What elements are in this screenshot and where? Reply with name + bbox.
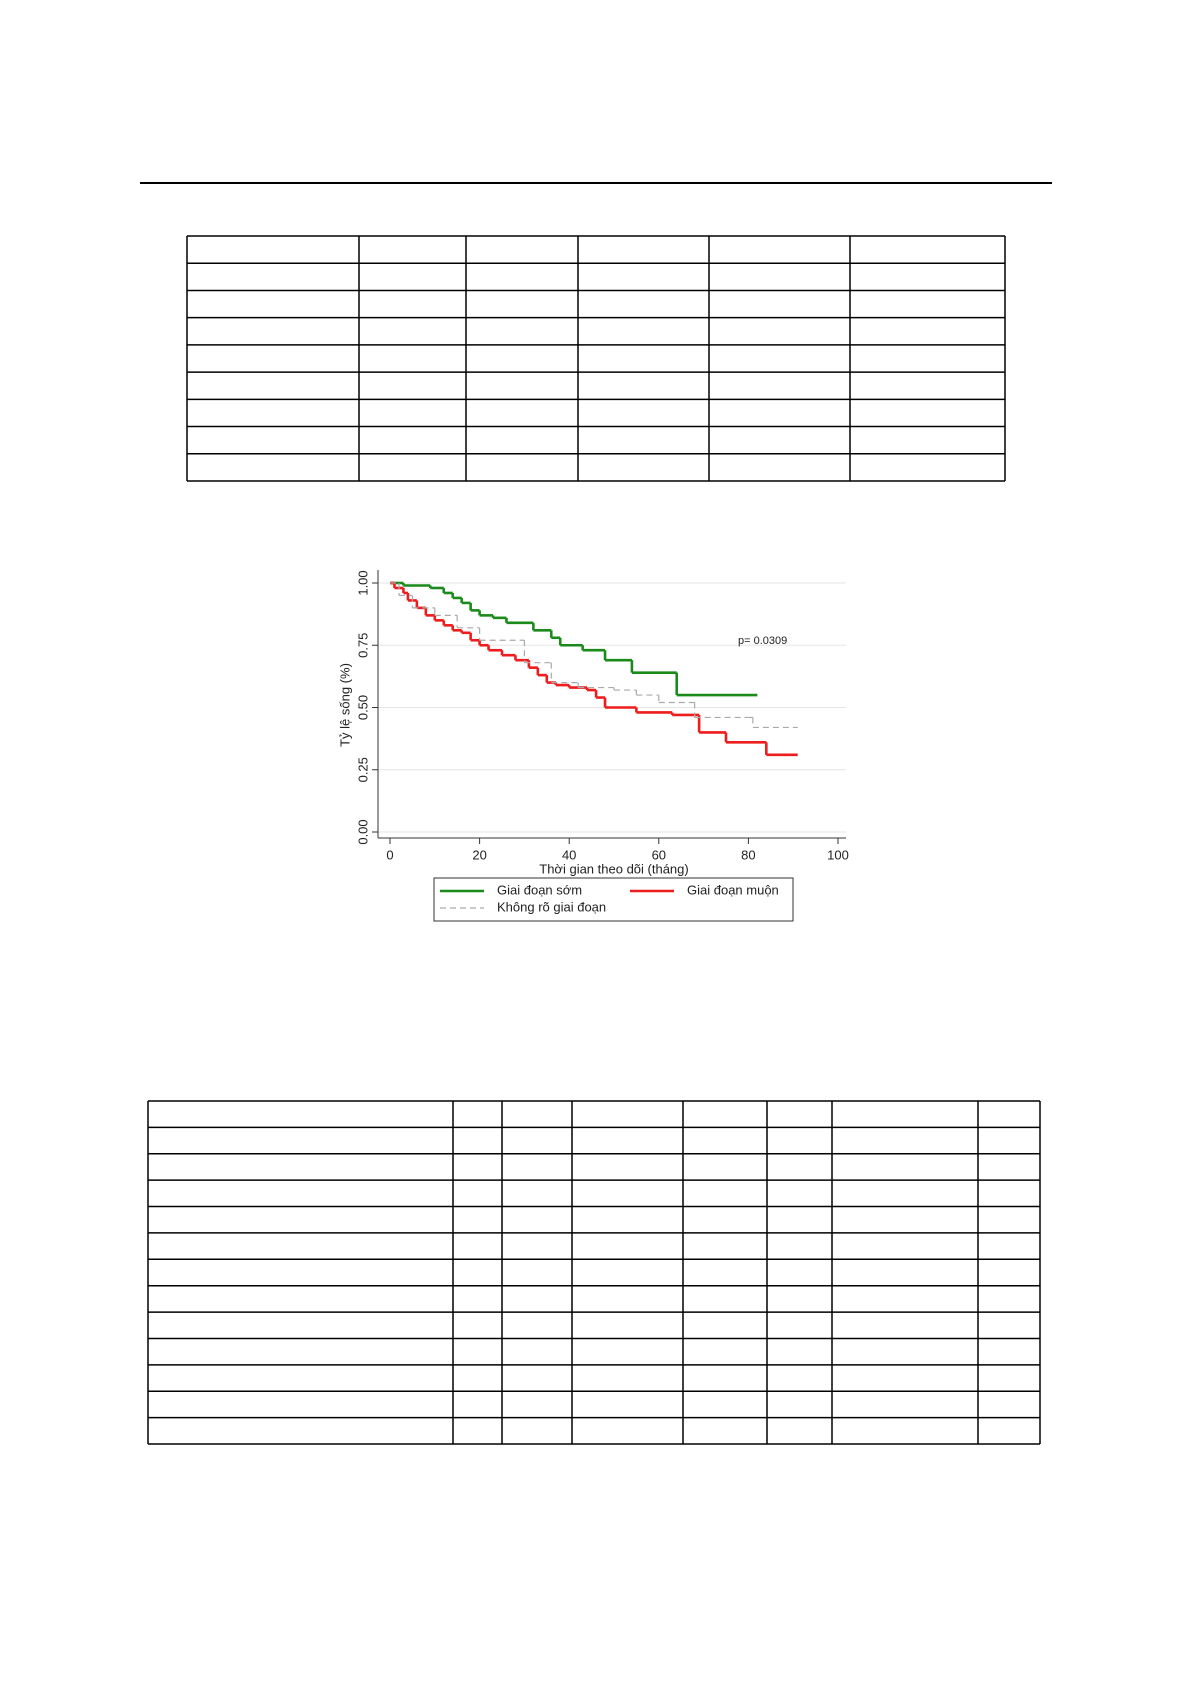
- y-tick-label: 0.25: [355, 757, 370, 782]
- chart: 0.00 0.25 0.50 0.75 1.00 0 20 40 60 80 100 Thời gia…: [337, 570, 849, 922]
- legend-label: Giai đoạn sớm: [497, 882, 582, 897]
- y-tick-label: 0.00: [355, 819, 370, 844]
- annotation: p= 0.0309: [738, 635, 787, 647]
- table: [147, 1100, 1041, 1445]
- y-tick-label: 1.00: [355, 570, 370, 595]
- x-tick-label: 100: [827, 847, 849, 862]
- x-tick-label: 60: [652, 847, 666, 862]
- plot-area: [378, 570, 846, 838]
- y-axis-label: Tỷ lệ sống (%): [337, 663, 352, 747]
- x-tick-label: 80: [741, 847, 755, 862]
- x-axis-label: Thời gian theo dõi (tháng): [539, 861, 688, 876]
- x-tick-label: 0: [386, 847, 393, 862]
- x-tick-label: 40: [562, 847, 576, 862]
- legend-label: Giai đoạn muộn: [687, 882, 779, 897]
- legend-box: [433, 877, 794, 922]
- x-tick-label: 20: [472, 847, 486, 862]
- table: [186, 235, 1006, 482]
- y-tick-label: 0.75: [355, 633, 370, 658]
- y-tick-label: 0.50: [355, 695, 370, 720]
- legend-label: Không rõ giai đoạn: [497, 899, 606, 914]
